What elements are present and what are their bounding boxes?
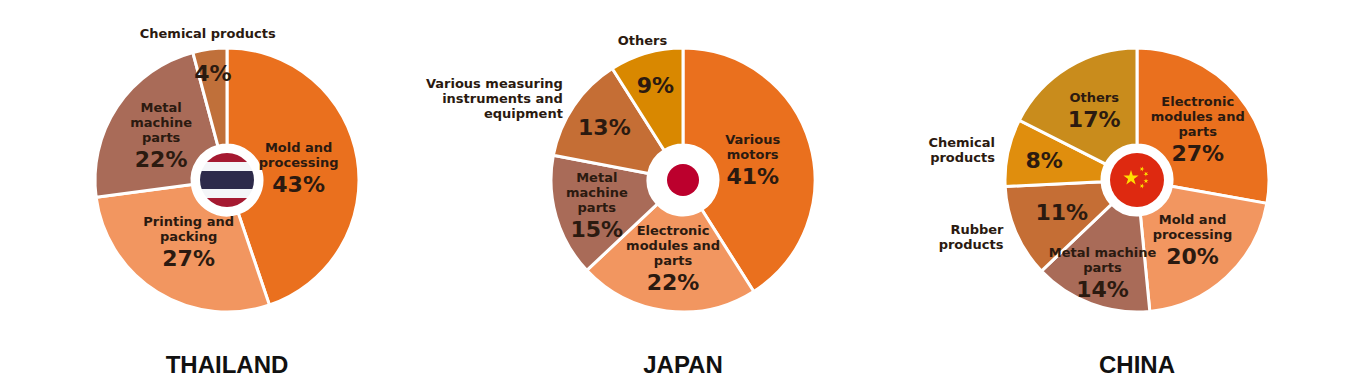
html-text:JAPAN: JAPAN	[643, 351, 723, 378]
svg-text:Others: Others	[618, 33, 668, 48]
svg-text:27%: 27%	[162, 246, 215, 271]
svg-text:27%: 27%	[1171, 141, 1224, 166]
svg-text:Others: Others	[1069, 90, 1119, 105]
svg-text:8%: 8%	[1025, 148, 1062, 173]
svg-text:Rubberproducts: Rubberproducts	[939, 222, 1004, 252]
html-text:CHINA: CHINA	[1099, 351, 1175, 378]
svg-text:Chemical products: Chemical products	[140, 26, 276, 41]
svg-text:Mold andprocessing: Mold andprocessing	[259, 140, 339, 170]
svg-text:43%: 43%	[272, 172, 325, 197]
svg-text:20%: 20%	[1166, 244, 1219, 269]
svg-text:Electronicmodules andparts: Electronicmodules andparts	[1151, 94, 1245, 139]
svg-text:41%: 41%	[726, 164, 779, 189]
svg-text:Metalmachineparts: Metalmachineparts	[130, 100, 192, 145]
html-text:THAILAND: THAILAND	[165, 351, 289, 378]
svg-text:Metal machineparts: Metal machineparts	[1049, 245, 1157, 275]
svg-text:Variousmotors: Variousmotors	[725, 132, 780, 162]
svg-text:22%: 22%	[647, 270, 700, 295]
svg-text:4%: 4%	[194, 61, 231, 86]
svg-text:Various measuringinstruments a: Various measuringinstruments andequipmen…	[426, 76, 563, 121]
svg-text:Metalmachineparts: Metalmachineparts	[566, 170, 628, 215]
svg-text:Printing andpacking: Printing andpacking	[143, 214, 234, 244]
svg-text:13%: 13%	[578, 115, 631, 140]
svg-text:15%: 15%	[570, 217, 623, 242]
svg-text:Mold andprocessing: Mold andprocessing	[1153, 212, 1233, 242]
svg-text:Electronicmodules andparts: Electronicmodules andparts	[626, 223, 720, 268]
svg-text:11%: 11%	[1035, 200, 1088, 225]
svg-text:17%: 17%	[1068, 107, 1121, 132]
svg-text:Chemicalproducts: Chemicalproducts	[928, 135, 995, 165]
svg-text:9%: 9%	[637, 73, 674, 98]
svg-text:14%: 14%	[1076, 277, 1129, 302]
svg-text:22%: 22%	[135, 147, 188, 172]
